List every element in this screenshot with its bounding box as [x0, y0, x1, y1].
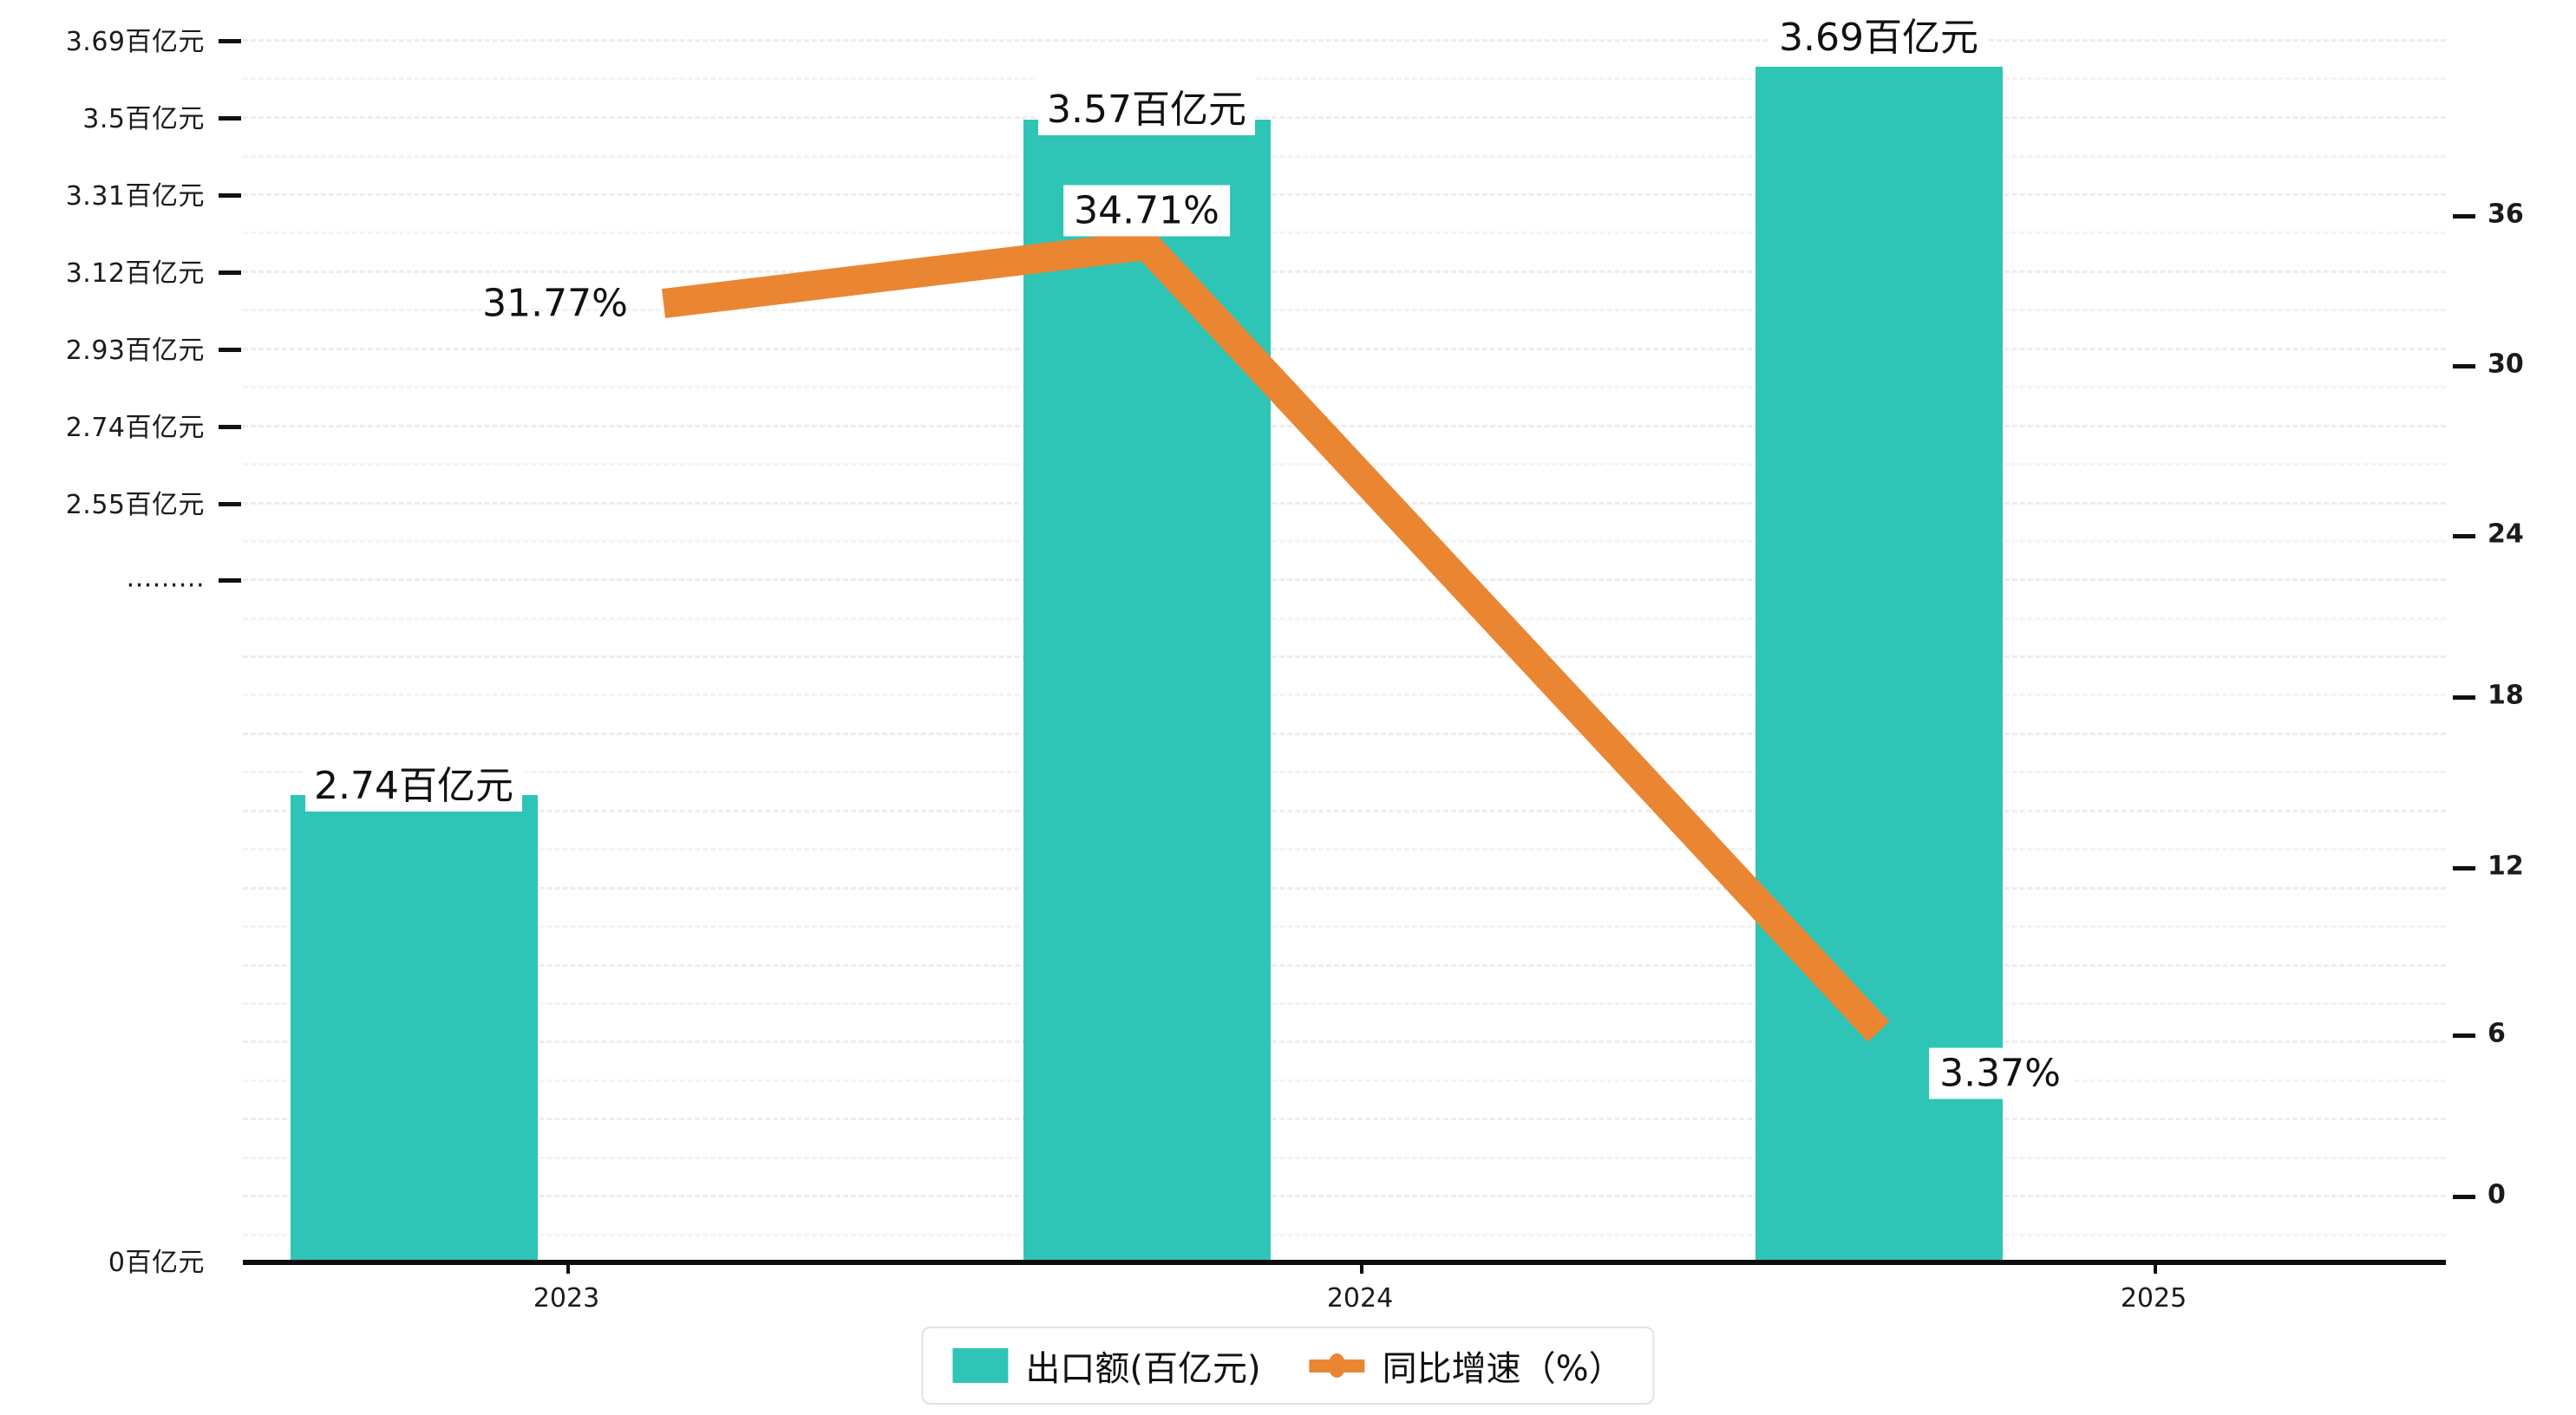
line-value-label-2023: 31.77%	[482, 281, 628, 326]
right-y-tick	[2453, 1034, 2475, 1038]
right-y-tick	[2453, 214, 2475, 218]
gridline-major	[243, 655, 2446, 658]
gridline-major	[243, 502, 2446, 505]
right-y-tick	[2453, 695, 2475, 700]
gridline-major	[243, 193, 2446, 196]
right-y-tick	[2453, 364, 2475, 368]
left-y-label: 3.31百亿元	[65, 181, 205, 212]
gridline-minor	[243, 771, 2446, 773]
bar-value-label-2025: 3.69百亿元	[1770, 4, 1987, 63]
right-y-tick	[2453, 534, 2475, 538]
gridline-major	[243, 578, 2446, 581]
left-y-tick	[219, 578, 241, 583]
x-axis-label-2024: 2024	[1326, 1283, 1394, 1314]
right-y-tick	[2453, 1195, 2475, 1199]
gridline-minor	[243, 231, 2446, 234]
left-y-label-origin: 0百亿元	[108, 1248, 205, 1278]
left-y-tick	[219, 425, 241, 429]
gridline-minor	[243, 155, 2446, 158]
gridline-minor	[243, 1002, 2446, 1005]
right-y-label: 36	[2488, 199, 2524, 230]
bar-value-label-2024: 3.57百亿元	[1038, 76, 1255, 135]
bar-value-label-2023: 2.74百亿元	[305, 753, 522, 812]
bar-swatch-icon	[952, 1348, 1009, 1383]
left-y-tick	[219, 39, 241, 43]
right-y-label: 0	[2488, 1179, 2506, 1210]
legend-item-export-amount[interactable]: 出口额(百亿元)	[952, 1340, 1261, 1391]
gridline-major	[243, 425, 2446, 427]
gridline-minor	[243, 925, 2446, 928]
gridline-minor	[243, 463, 2446, 466]
gridline-major	[243, 810, 2446, 812]
gridline-minor	[243, 1079, 2446, 1082]
left-y-axis: 3.69百亿元 3.5百亿元 3.31百亿元 3.12百亿元 2.93百亿元 2…	[0, 27, 243, 1278]
left-y-tick	[219, 193, 241, 198]
line-value-label-2024: 34.71%	[1063, 185, 1230, 237]
right-y-label: 30	[2488, 349, 2524, 380]
left-y-label: 2.55百亿元	[65, 490, 205, 520]
right-y-axis: 36 30 24 18 12 6 0	[2446, 35, 2576, 1262]
left-y-label: 2.74百亿元	[65, 413, 205, 443]
gridline-major	[243, 1118, 2446, 1120]
left-y-tick	[219, 502, 241, 506]
left-y-tick	[219, 348, 241, 352]
x-axis-tick	[566, 1260, 570, 1274]
left-y-label: 3.69百亿元	[65, 27, 205, 57]
bar-2024[interactable]	[1023, 120, 1271, 1260]
line-marker-swatch-icon	[1309, 1348, 1365, 1383]
gridline-minor	[243, 386, 2446, 388]
chart-legend: 出口额(百亿元) 同比增速（%）	[921, 1327, 1655, 1405]
left-y-tick	[219, 116, 241, 121]
gridline-major	[243, 39, 2446, 42]
line-value-label-2025: 3.37%	[1929, 1047, 2071, 1099]
x-axis-label-2025: 2025	[2120, 1283, 2187, 1314]
left-y-label: 3.12百亿元	[65, 258, 205, 289]
x-axis-label-2023: 2023	[533, 1283, 600, 1314]
x-axis-tick	[1360, 1260, 1363, 1274]
gridline-major	[243, 964, 2446, 967]
right-y-label: 12	[2488, 851, 2524, 882]
gridline-minor	[243, 1234, 2446, 1236]
right-y-label: 6	[2488, 1018, 2506, 1049]
legend-label-growth-rate: 同比增速（%）	[1382, 1349, 1624, 1389]
right-y-label: 24	[2488, 518, 2524, 550]
right-y-label: 18	[2488, 680, 2524, 711]
gridline-minor	[243, 617, 2446, 620]
gridline-major	[243, 1195, 2446, 1197]
x-axis-tick	[2154, 1260, 2157, 1274]
legend-label-export-amount: 出口额(百亿元)	[1025, 1349, 1261, 1389]
plot-area	[243, 35, 2446, 1262]
gridline-major	[243, 1040, 2446, 1043]
gridline-minor	[243, 540, 2446, 543]
left-y-label: 2.93百亿元	[65, 336, 205, 366]
gridline-minor	[243, 77, 2446, 80]
left-y-label: 3.5百亿元	[82, 104, 205, 134]
right-y-tick	[2453, 866, 2475, 871]
legend-item-growth-rate[interactable]: 同比增速（%）	[1309, 1340, 1624, 1391]
gridline-major	[243, 733, 2446, 735]
x-axis-line	[243, 1260, 2446, 1265]
gridline-major	[243, 348, 2446, 350]
gridline-major	[243, 271, 2446, 273]
gridline-major	[243, 887, 2446, 890]
bar-2023[interactable]	[291, 795, 538, 1260]
left-y-tick	[219, 271, 241, 275]
gridline-minor	[243, 694, 2446, 696]
gridline-major	[243, 116, 2446, 119]
gridline-minor	[243, 1157, 2446, 1159]
left-y-label-truncated: .........	[126, 563, 205, 594]
gridline-minor	[243, 848, 2446, 851]
